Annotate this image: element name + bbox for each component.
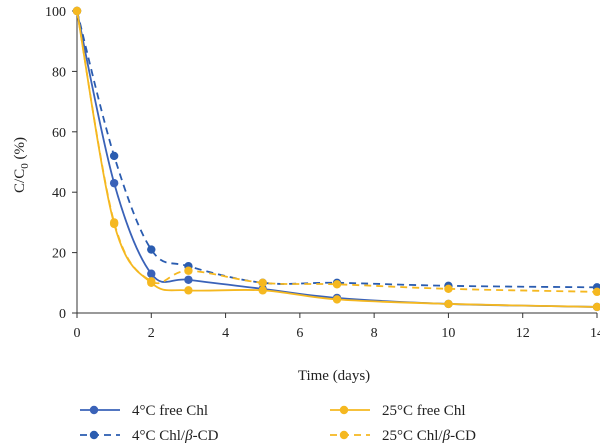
y-tick-label: 60 — [52, 126, 66, 141]
y-axis-label-suffix: (%) — [12, 137, 28, 163]
x-tick-label: 12 — [516, 326, 530, 341]
data-point — [147, 277, 156, 286]
y-tick-label: 20 — [52, 247, 66, 262]
legend-swatch-marker — [89, 430, 99, 440]
x-tick-label: 10 — [441, 326, 455, 341]
legend-label-text: 25°C Chl/ — [382, 428, 443, 444]
series-4 — [72, 6, 600, 297]
data-point — [147, 245, 156, 254]
x-tick-label: 2 — [148, 326, 155, 341]
series-line — [76, 10, 598, 289]
y-tick-label: 80 — [52, 65, 66, 80]
data-point — [444, 284, 453, 294]
legend-label: 25°C free Chl — [382, 403, 465, 419]
legend-label-suffix: -CD — [193, 428, 219, 444]
data-point — [332, 295, 342, 304]
data-point — [184, 275, 193, 284]
data-point — [444, 299, 453, 309]
legend-label-suffix: -CD — [450, 428, 476, 444]
legend-label-text: 4°C Chl/ — [132, 428, 186, 444]
series-1 — [72, 6, 600, 312]
x-tick-label: 6 — [296, 326, 303, 341]
series-2 — [72, 6, 600, 292]
y-tick-label: 0 — [59, 307, 66, 322]
x-axis-label: Time (days) — [298, 368, 370, 384]
x-tick-label: 8 — [371, 326, 378, 341]
series-layer — [72, 6, 600, 312]
data-point — [72, 6, 82, 16]
data-point — [258, 278, 267, 287]
y-tick-label: 40 — [52, 186, 66, 201]
series-3 — [72, 6, 600, 312]
legend-swatch-marker — [339, 405, 349, 415]
plot-area: 0 2 4 6 8 10 12 14 0 20 40 60 80 100 — [45, 5, 600, 341]
y-axis-label-main: C/C — [12, 169, 28, 193]
legend-label: 25°C Chl/β-CD — [382, 428, 476, 444]
legend-label: 4°C Chl/β-CD — [132, 428, 219, 444]
data-point — [109, 151, 119, 161]
legend-label-italic: β — [184, 428, 193, 444]
y-axis-label-subscript: 0 — [19, 163, 31, 169]
data-point — [147, 269, 156, 278]
x-tick-label: 14 — [590, 326, 600, 341]
x-tick-label: 0 — [74, 326, 81, 341]
data-point — [332, 280, 342, 289]
x-ticks: 0 2 4 6 8 10 12 14 — [74, 313, 600, 341]
y-tick-label: 100 — [45, 5, 66, 20]
legend-swatch-marker — [339, 430, 349, 440]
legend-item: 4°C Chl/β-CD — [80, 428, 219, 444]
data-point — [184, 266, 193, 275]
legend-label-italic: β — [442, 428, 451, 444]
legend-item: 25°C free Chl — [330, 403, 465, 419]
data-point — [109, 218, 119, 227]
series-line — [76, 10, 598, 308]
x-tick-label: 4 — [222, 326, 229, 341]
legend-label-text: 4°C free Chl — [132, 403, 208, 419]
data-point — [258, 286, 267, 295]
series-line — [76, 10, 598, 308]
legend-swatch-marker — [89, 405, 99, 415]
y-axis-label: C/C0 (%) — [12, 137, 31, 193]
data-point — [109, 178, 119, 188]
data-point — [184, 286, 193, 295]
legend-item: 4°C free Chl — [80, 403, 208, 419]
y-ticks: 0 20 40 60 80 100 — [45, 5, 77, 322]
legend-label-text: 25°C free Chl — [382, 403, 465, 419]
legend-item: 25°C Chl/β-CD — [330, 428, 476, 444]
legend-label: 4°C free Chl — [132, 403, 208, 419]
data-point — [592, 287, 600, 297]
data-point — [592, 302, 600, 312]
